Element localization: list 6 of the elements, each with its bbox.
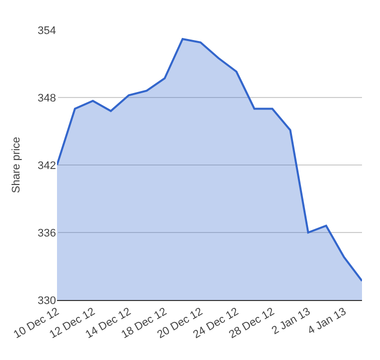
y-tick-label: 330 bbox=[38, 294, 56, 307]
y-tick-label: 342 bbox=[38, 160, 56, 172]
y-tick-label: 354 bbox=[38, 24, 56, 37]
y-tick-label: 336 bbox=[38, 227, 56, 240]
y-tick-label: 348 bbox=[38, 92, 56, 104]
y-axis-title: Share price bbox=[10, 136, 22, 194]
